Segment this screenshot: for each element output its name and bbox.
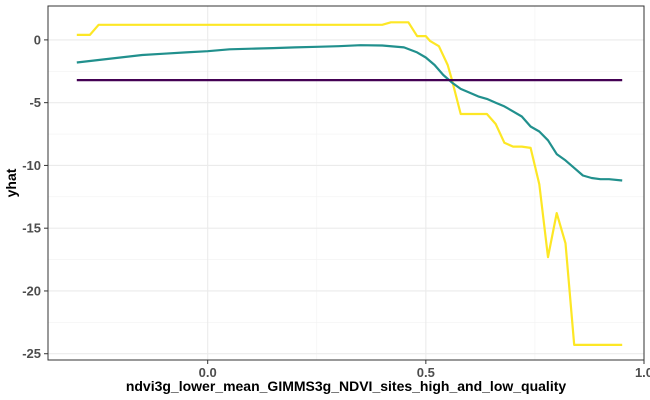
y-tick-label: 0 <box>34 32 41 47</box>
y-axis-ticks: 0 -5 -10 -15 -20 -25 <box>22 32 48 361</box>
y-tick-label: -5 <box>29 95 41 110</box>
series-line-2 <box>76 44 623 182</box>
x-tick-label: 0.0 <box>199 365 217 380</box>
grid <box>48 6 645 360</box>
x-tick-label: 0.5 <box>417 365 435 380</box>
series-line-1 <box>76 21 623 346</box>
plot-panel-border <box>47 5 645 361</box>
y-tick-label: -25 <box>22 346 41 361</box>
y-tick-label: -10 <box>22 158 41 173</box>
x-axis-title: ndvi3g_lower_mean_GIMMS3g_NDVI_sites_hig… <box>126 378 567 394</box>
x-axis-ticks: 0.0 0.5 1.0 <box>199 360 650 380</box>
x-tick-label: 1.0 <box>635 365 650 380</box>
y-axis-title: yhat <box>3 168 19 197</box>
series-lines <box>76 21 623 346</box>
y-tick-label: -15 <box>22 221 41 236</box>
y-tick-label: -20 <box>22 283 41 298</box>
